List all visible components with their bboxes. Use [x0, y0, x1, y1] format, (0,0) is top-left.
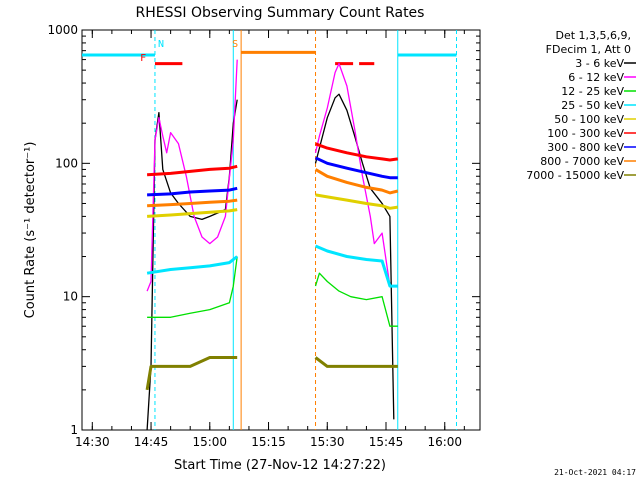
legend-header-0: Det 1,3,5,6,9,	[555, 29, 631, 42]
x-tick-label: 14:45	[134, 435, 169, 449]
series-line-5-1	[314, 142, 399, 162]
marker-label-S: S	[232, 39, 238, 50]
marker-label-N: N	[158, 39, 164, 50]
x-tick-label: 15:15	[251, 435, 286, 449]
status-bars	[82, 50, 457, 66]
plot-frame	[81, 29, 481, 431]
series-line-7-1	[314, 168, 399, 195]
x-tick-label: 15:00	[192, 435, 227, 449]
series-line-4-1	[315, 193, 399, 210]
legend-label-2: 12 - 25 keV	[561, 85, 624, 98]
series-line-6-0	[147, 186, 238, 197]
legend-label-7: 800 - 7000 keV	[540, 155, 624, 168]
legend-label-6: 300 - 800 keV	[547, 141, 624, 154]
series-line-6-1	[314, 156, 398, 180]
axes: 14:30 14:45 15:00 15:15 15:30 15:45 16:00 1 10 10…	[47, 23, 480, 449]
legend-header-1: FDecim 1, Att 0	[546, 43, 631, 56]
series-line-7-0	[147, 198, 238, 208]
y-tick-label: 1	[70, 423, 78, 437]
series-line-1-1	[314, 62, 398, 287]
series-line-8-0	[145, 356, 238, 391]
footer-date: 21-Oct-2021 04:17	[554, 468, 636, 477]
legend-label-4: 50 - 100 keV	[554, 113, 624, 126]
legend-label-3: 25 - 50 keV	[561, 99, 624, 112]
legend-label-5: 100 - 300 keV	[547, 127, 624, 140]
x-tick-label: 15:30	[310, 435, 345, 449]
legend: Det 1,3,5,6,9,FDecim 1, Att 03 - 6 keV6 …	[526, 29, 636, 182]
x-tick-label: 14:30	[75, 435, 110, 449]
series-line-5-0	[147, 164, 238, 177]
x-tick-label: 15:45	[369, 435, 404, 449]
series-line-8-1	[314, 356, 398, 368]
series-line-3-0	[146, 255, 239, 275]
series-lines	[145, 59, 399, 431]
series-line-3-1	[314, 244, 398, 288]
legend-label-1: 6 - 12 keV	[568, 71, 624, 84]
series-line-4-0	[147, 208, 238, 218]
y-tick-label: 1000	[47, 23, 78, 37]
series-line-2-1	[314, 272, 398, 327]
x-tick-label: 16:00	[427, 435, 462, 449]
x-axis-label: Start Time (27-Nov-12 14:27:22)	[174, 458, 386, 473]
series-line-2-0	[147, 256, 238, 318]
time-markers: N F S	[140, 30, 458, 430]
marker-label-F: F	[140, 53, 146, 64]
legend-label-8: 7000 - 15000 keV	[526, 169, 624, 182]
chart-title: RHESSI Observing Summary Count Rates	[136, 5, 425, 21]
y-axis-label: Count Rate (s⁻¹ detector⁻¹)	[23, 142, 38, 319]
y-tick-label: 10	[63, 290, 78, 304]
series-line-1-0	[146, 59, 238, 292]
legend-label-0: 3 - 6 keV	[575, 57, 624, 70]
y-tick-label: 100	[55, 156, 78, 170]
